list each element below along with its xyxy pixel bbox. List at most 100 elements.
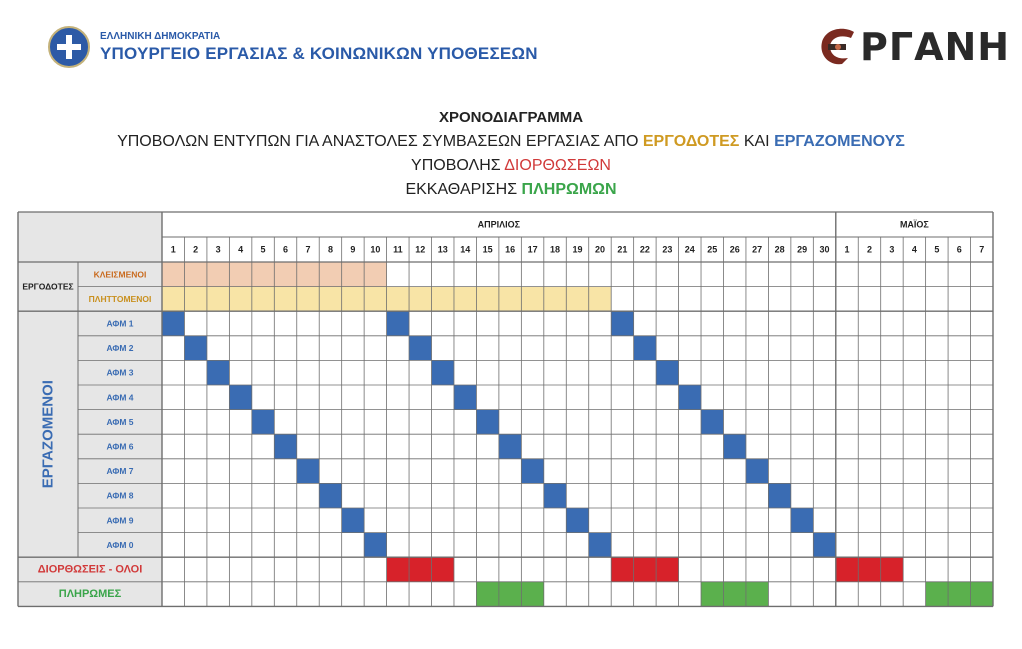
day-label: 17	[528, 245, 538, 255]
title-employees: ΕΡΓΑΖΟΜΕΝΟΥΣ	[774, 133, 905, 150]
employee-row-label: ΑΦΜ 8	[106, 491, 133, 501]
submission-cell	[341, 508, 365, 533]
title-corrections: ΥΠΟΒΟΛΗΣ ΔΙΟΡΘΩΣΕΩΝ	[0, 154, 1022, 178]
submission-cell	[813, 532, 836, 558]
employee-row-label: ΑΦΜ 0	[106, 540, 133, 550]
correction-cell	[880, 557, 904, 582]
day-label: 3	[889, 245, 894, 255]
ministry-header: ΕΛΛΗΝΙΚΗ ΔΗΜΟΚΡΑΤΙΑ ΥΠΟΥΡΓΕΙΟ ΕΡΓΑΣΙΑΣ &…	[48, 26, 538, 68]
ergani-logo-text: ΡΓΑΝΗ	[860, 25, 1011, 69]
submission-cell	[678, 385, 702, 410]
employee-row-label: ΑΦΜ 6	[106, 442, 133, 452]
submission-cell	[206, 360, 230, 385]
title-schedule: ΧΡΟΝΟΔΙΑΓΡΑΜΜΑ	[438, 109, 584, 126]
header-corner	[18, 212, 162, 262]
correction-cell	[656, 557, 679, 582]
correction-cell	[611, 557, 634, 582]
corrections-row-label: ΔΙΟΡΘΩΣΕΙΣ - ΟΛΟΙ	[38, 564, 143, 576]
submission-cell	[498, 434, 522, 459]
title-text: ΚΑΙ	[739, 133, 775, 150]
title-payments: ΕΚΚΑΘΑΡΙΣΗΣ ΠΛΗΡΩΜΩΝ	[0, 178, 1022, 202]
day-label: 12	[415, 245, 425, 255]
day-label: 5	[934, 245, 939, 255]
month-label: ΜΑΪΟΣ	[900, 220, 929, 230]
day-label: 22	[640, 245, 650, 255]
submission-cell	[409, 335, 432, 361]
employers-group-label: ΕΡΓΟΔΟΤΕΣ	[22, 282, 73, 292]
submission-cell	[588, 532, 612, 558]
submission-cell	[543, 483, 567, 508]
employers-group-cell	[18, 262, 78, 312]
submission-cell	[251, 409, 275, 435]
payment-cell	[701, 581, 724, 607]
day-label: 18	[550, 245, 560, 255]
employees-group-cell	[18, 311, 78, 558]
submission-cell	[476, 409, 499, 435]
day-label: 4	[912, 245, 917, 255]
payment-cell	[723, 581, 746, 607]
payment-cell	[948, 581, 971, 607]
title-text: ΥΠΟΒΟΛΩΝ ΕΝΤΥΠΩΝ ΓΙΑ ΑΝΑΣΤΟΛΕΣ ΣΥΜΒΑΣΕΩΝ…	[117, 133, 643, 150]
submission-cell	[566, 508, 589, 533]
employee-row-label: ΑΦΜ 1	[106, 319, 133, 329]
submission-cell	[656, 360, 679, 385]
day-label: 7	[305, 245, 310, 255]
correction-cell	[409, 557, 432, 582]
submission-cell	[162, 311, 185, 336]
correction-cell	[633, 557, 657, 582]
submission-cell	[319, 483, 342, 508]
day-label: 6	[957, 245, 962, 255]
day-label: 6	[283, 245, 288, 255]
payment-cell	[970, 581, 993, 607]
country-name: ΕΛΛΗΝΙΚΗ ΔΗΜΟΚΡΑΤΙΑ	[100, 30, 221, 42]
day-label: 16	[505, 245, 515, 255]
day-label: 7	[979, 245, 984, 255]
day-label: 13	[438, 245, 448, 255]
title-payments-word: ΠΛΗΡΩΜΩΝ	[521, 181, 617, 198]
day-label: 15	[483, 245, 493, 255]
employee-row-label: ΑΦΜ 4	[106, 392, 133, 402]
correction-cell	[858, 557, 881, 582]
day-label: 11	[393, 245, 403, 255]
title-corrections-word: ΔΙΟΡΘΩΣΕΩΝ	[504, 157, 611, 174]
payment-cell	[925, 581, 949, 607]
employee-row-label: ΑΦΜ 9	[106, 515, 133, 525]
day-label: 3	[216, 245, 221, 255]
submission-cell	[229, 385, 252, 410]
ministry-title: ΥΠΟΥΡΓΕΙΟ ΕΡΓΑΣΙΑΣ & ΚΟΙΝΩΝΙΚΩΝ ΥΠΟΘΕΣΕΩ…	[100, 43, 538, 63]
title-text: ΕΚΚΑΘΑΡΙΣΗΣ	[405, 181, 522, 198]
submission-cell	[633, 335, 657, 361]
day-label: 21	[617, 245, 627, 255]
month-label: ΑΠΡΙΛΙΟΣ	[478, 220, 521, 230]
ergani-logo: ΡΓΑΝΗ	[818, 26, 1010, 68]
title-employers: ΕΡΓΟΔΟΤΕΣ	[642, 133, 740, 150]
payment-cell	[498, 581, 522, 607]
day-label: 9	[350, 245, 355, 255]
day-label: 10	[370, 245, 380, 255]
correction-cell	[431, 557, 454, 582]
greek-emblem-icon	[48, 26, 90, 68]
submission-cell	[453, 385, 477, 410]
ministry-name: ΕΛΛΗΝΙΚΗ ΔΗΜΟΚΡΑΤΙΑ ΥΠΟΥΡΓΕΙΟ ΕΡΓΑΣΙΑΣ &…	[100, 31, 538, 64]
payment-cell	[521, 581, 544, 607]
employer-row-label: ΠΛΗΤΤΟΜΕΝΟΙ	[89, 294, 152, 304]
employee-row-label: ΑΦΜ 7	[106, 466, 133, 476]
submission-cell	[184, 335, 207, 361]
day-label: 27	[752, 245, 762, 255]
submission-cell	[386, 311, 410, 336]
payment-cell	[476, 581, 499, 607]
submission-cell	[723, 434, 746, 459]
day-label: 1	[845, 245, 850, 255]
day-label: 2	[193, 245, 198, 255]
day-label: 2	[867, 245, 872, 255]
employees-group-label: ΕΡΓΑΖΟΜΕΝΟΙ	[40, 380, 57, 488]
submission-cell	[701, 409, 724, 435]
payments-row-label: ΠΛΗΡΩΜΕΣ	[59, 588, 122, 600]
submission-cell	[768, 483, 791, 508]
submission-cell	[364, 532, 387, 558]
employee-row-label: ΑΦΜ 5	[106, 417, 133, 427]
page-titles: ΧΡΟΝΟΔΙΑΓΡΑΜΜΑ ΥΠΟΒΟΛΩΝ ΕΝΤΥΠΩΝ ΓΙΑ ΑΝΑΣ…	[0, 106, 1022, 202]
submission-cell	[790, 508, 814, 533]
day-label: 26	[730, 245, 740, 255]
